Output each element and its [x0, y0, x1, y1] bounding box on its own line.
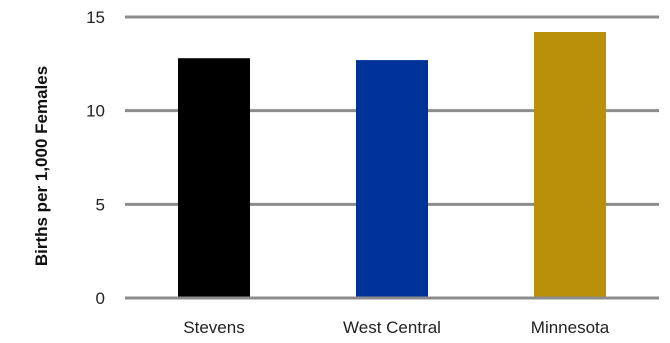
y-tick-label-5: 5 — [96, 195, 105, 214]
y-axis-title: Births per 1,000 Females — [32, 66, 51, 266]
category-label-stevens: Stevens — [183, 318, 244, 337]
y-tick-labels: 0 5 10 15 — [86, 8, 105, 308]
category-label-west-central: West Central — [343, 318, 441, 337]
y-tick-label-10: 10 — [86, 102, 105, 121]
y-tick-label-0: 0 — [96, 289, 105, 308]
y-tick-label-15: 15 — [86, 8, 105, 27]
bars — [125, 31, 659, 300]
bar-minnesota — [534, 31, 606, 299]
category-label-minnesota: Minnesota — [531, 318, 610, 337]
bar-stevens — [178, 58, 250, 298]
bar-west-central — [356, 60, 428, 298]
category-labels: Stevens West Central Minnesota — [183, 318, 609, 337]
